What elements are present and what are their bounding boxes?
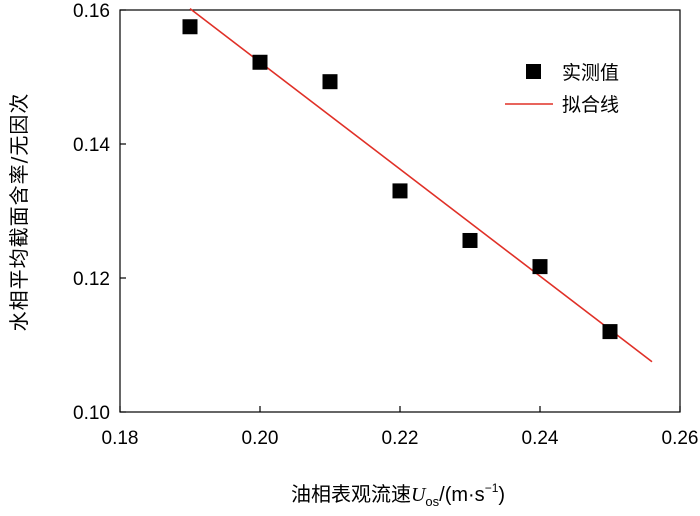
x-tick-label: 0.26 xyxy=(662,428,699,449)
legend-label-measured: 实测值 xyxy=(562,62,619,84)
x-tick-label: 0.20 xyxy=(242,428,279,449)
y-tick-label: 0.16 xyxy=(73,1,110,22)
x-axis-label-symbol: U xyxy=(411,484,427,506)
y-tick-label: 0.12 xyxy=(73,269,110,290)
data-point xyxy=(182,19,198,35)
legend-marker-measured xyxy=(526,64,541,79)
y-axis-label: 水相平均截面含率/无因次 xyxy=(7,93,31,332)
x-axis-label-subscript: os xyxy=(425,494,439,509)
data-point xyxy=(462,232,478,248)
y-axis: 0.10 0.12 0.14 0.16 xyxy=(73,1,126,424)
data-point xyxy=(602,324,618,340)
x-tick-label: 0.18 xyxy=(102,428,139,449)
data-point xyxy=(392,183,408,199)
x-axis: 0.18 0.20 0.22 0.24 0.26 xyxy=(102,406,699,449)
x-axis-label-prefix: 油相表观流速 xyxy=(291,482,411,506)
x-tick-label: 0.22 xyxy=(382,428,419,449)
x-axis-label-unit-open: /(m·s xyxy=(439,484,485,506)
legend-label-fit: 拟合线 xyxy=(562,94,619,116)
x-axis-label-unit-exp: −1 xyxy=(485,481,499,495)
data-point xyxy=(252,54,268,70)
x-axis-label: 油相表观流速Uos/(m·s−1) xyxy=(291,481,505,509)
data-point xyxy=(322,74,338,90)
x-axis-label-unit-close: ) xyxy=(498,484,505,506)
data-point xyxy=(532,259,548,275)
x-tick-label: 0.24 xyxy=(522,428,559,449)
series-layer xyxy=(182,8,653,363)
y-tick-label: 0.10 xyxy=(73,403,110,424)
y-tick-label: 0.14 xyxy=(73,135,110,156)
